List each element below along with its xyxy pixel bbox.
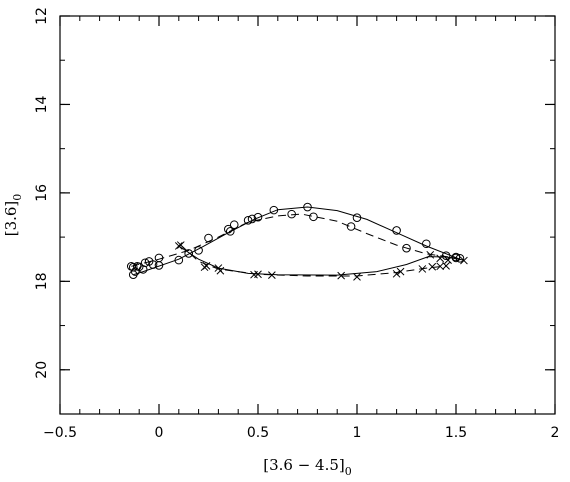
data-point-cross <box>396 267 405 276</box>
cross-stroke <box>176 241 185 249</box>
data-point-circle <box>303 202 312 212</box>
y-tick-label: 16 <box>34 184 50 202</box>
data-point-cross <box>176 241 185 249</box>
data-point-cross <box>337 271 346 280</box>
data-point-circle <box>144 257 154 266</box>
data-point-cross <box>214 264 223 272</box>
data-point-circle <box>269 205 279 215</box>
x-tick-label: 0 <box>155 425 164 441</box>
cross-stroke <box>174 242 183 250</box>
y-axis-title-text: [3.6] <box>2 201 20 237</box>
data-point-circle <box>184 249 193 258</box>
series-line-3 <box>178 245 464 276</box>
data-point-cross <box>436 254 445 263</box>
data-point-circle <box>134 262 144 272</box>
data-point-circle <box>451 253 461 263</box>
data-point-circle <box>243 216 253 225</box>
cross-stroke <box>442 262 450 270</box>
x-tick-label: 1 <box>353 425 362 441</box>
cross-stroke <box>214 264 223 272</box>
x-tick-label: −0.5 <box>43 425 77 441</box>
data-point-cross <box>426 250 435 259</box>
y-axis-title-subscript: 0 <box>11 194 24 201</box>
data-point-circle <box>346 222 356 231</box>
cross-stroke <box>444 256 452 264</box>
data-point-cross <box>268 271 276 279</box>
x-tick-label: 0.5 <box>247 425 269 441</box>
data-point-cross <box>353 273 361 281</box>
y-tick-label: 20 <box>34 361 50 379</box>
data-point-circle <box>194 246 203 255</box>
x-axis-title: [3.6 − 4.5]0 <box>263 456 352 478</box>
y-tick-label: 18 <box>34 272 50 290</box>
cross-stroke <box>428 262 437 271</box>
y-tick-label: 12 <box>34 7 50 25</box>
series-markers <box>126 202 468 281</box>
cross-stroke <box>460 256 468 265</box>
data-point-circle <box>204 233 213 243</box>
x-axis-title-subscript: 0 <box>345 465 352 478</box>
cross-stroke <box>268 271 276 279</box>
data-point-cross <box>460 256 468 265</box>
data-point-cross <box>174 242 183 250</box>
data-point-circle <box>225 227 235 236</box>
data-point-circle <box>247 214 257 224</box>
cross-stroke <box>436 262 445 271</box>
data-point-cross <box>392 269 401 278</box>
data-point-circle <box>140 258 150 268</box>
data-point-circle <box>352 213 362 222</box>
data-point-circle <box>229 220 239 230</box>
data-point-circle <box>422 239 431 249</box>
cross-stroke <box>200 263 209 272</box>
data-point-circle <box>392 226 401 235</box>
cross-stroke <box>396 267 405 276</box>
cross-stroke <box>337 271 346 280</box>
y-tick-labels: 12 14 16 18 20 <box>34 7 50 379</box>
data-point-circle <box>128 262 138 272</box>
data-point-cross <box>444 256 452 264</box>
data-point-circle <box>253 212 263 222</box>
x-tick-label: 1.5 <box>445 425 467 441</box>
data-point-circle <box>287 209 296 219</box>
data-point-circle <box>309 212 318 222</box>
x-tick-labels: −0.5 0 0.5 1 1.5 2 <box>43 425 559 441</box>
cross-stroke <box>436 254 445 263</box>
data-point-circle <box>224 224 233 234</box>
data-point-circle <box>455 254 465 263</box>
cross-stroke <box>392 269 401 278</box>
data-point-cross <box>428 262 437 271</box>
data-point-cross <box>254 270 262 279</box>
plot-frame <box>59 15 556 415</box>
data-point-circle <box>174 255 184 265</box>
data-point-circle <box>154 253 164 263</box>
series-line-2 <box>131 213 457 267</box>
data-point-cross <box>436 262 445 271</box>
data-point-cross <box>418 265 427 273</box>
cross-stroke <box>254 270 262 279</box>
data-point-circle <box>402 243 411 253</box>
cross-stroke <box>418 265 427 273</box>
x-tick-label: 2 <box>551 425 560 441</box>
data-point-cross <box>442 262 450 270</box>
cross-stroke <box>426 250 435 259</box>
y-axis-title: [3.6]0 <box>2 194 24 237</box>
x-axis-title-text: [3.6 − 4.5] <box>263 456 345 474</box>
data-point-cross <box>200 263 209 272</box>
cross-stroke <box>353 273 361 281</box>
y-tick-label: 14 <box>34 95 50 113</box>
